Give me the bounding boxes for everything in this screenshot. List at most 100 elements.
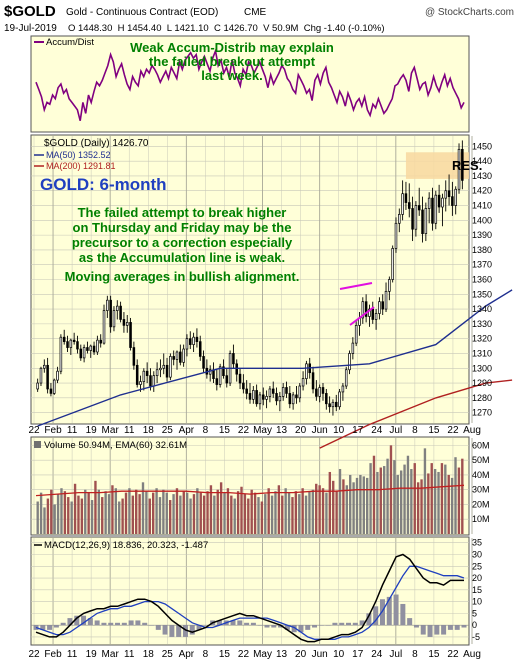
macd-histogram-bar (373, 606, 379, 626)
ma50-line (37, 289, 513, 427)
candle-body (62, 336, 66, 342)
candle-body (222, 366, 225, 377)
macd-signal-line (35, 565, 465, 640)
volume-bar (53, 504, 56, 534)
candle-body (212, 369, 215, 379)
volume-bar (430, 463, 433, 534)
price-tick-label: 1380 (472, 245, 492, 255)
candle-body (384, 290, 388, 310)
candle-body (407, 202, 411, 209)
volume-bar (250, 489, 253, 534)
macd-histogram-bar (148, 625, 154, 626)
macd-histogram-bar (94, 620, 100, 626)
volume-bar (440, 463, 444, 534)
volume-bar (311, 489, 315, 534)
volume-bar (94, 480, 97, 534)
macd-histogram-bar (74, 615, 80, 626)
volume-bar (369, 463, 372, 534)
x-tick-label: 8 (203, 425, 209, 436)
price-tick-label: 1270 (472, 408, 492, 418)
price-tick-label: 1370 (472, 260, 492, 270)
macd-histogram-bar (393, 594, 399, 626)
candle-body (371, 308, 375, 320)
volume-tick-label: 30M (472, 485, 490, 495)
candle-body (417, 205, 421, 211)
volume-bar (189, 498, 192, 534)
candle-body (278, 396, 282, 402)
volume-bar (338, 469, 342, 534)
macd-tick-label: -5 (472, 632, 480, 642)
macd-histogram-bar (142, 622, 148, 626)
accum-layer (35, 47, 465, 121)
candle-body (109, 299, 112, 328)
candle-body (242, 382, 245, 390)
candle-body (129, 322, 132, 348)
x-tick-label: 20 (295, 425, 307, 436)
macd-histogram-bar (291, 625, 297, 633)
volume-bar (90, 500, 94, 534)
candle-body (291, 394, 295, 405)
macd-histogram-bar (461, 625, 467, 628)
volume-bar (332, 480, 335, 534)
macd-histogram-bar (155, 625, 161, 630)
price-tick-label: 1300 (472, 363, 492, 373)
candle-body (351, 342, 355, 354)
candle-body (116, 305, 119, 311)
x-tick-label: 11 (67, 649, 78, 660)
volume-bar (240, 486, 243, 534)
macd-tick-label: 10 (472, 597, 482, 607)
x-tick-label: 8 (412, 425, 418, 436)
x-tick-label: Jul (389, 425, 402, 436)
macd-histogram-bar (454, 625, 460, 630)
candle-body (142, 370, 146, 382)
candle-body (281, 387, 285, 397)
candle-body (218, 366, 222, 385)
macd-tick-label: 5 (472, 608, 477, 618)
candle-body (424, 208, 428, 234)
macd-histogram-bar (135, 620, 141, 626)
x-tick-label: Jun (312, 649, 328, 660)
candle-body (401, 193, 404, 215)
x-tick-label: 11 (124, 425, 135, 436)
volume-bar (427, 473, 430, 534)
volume-bar (396, 474, 399, 534)
candle-body (318, 387, 321, 397)
candle-body (238, 373, 242, 384)
volume-bar (376, 471, 379, 534)
x-tick-label: Jun (312, 425, 328, 436)
volume-bar (399, 470, 403, 534)
x-tick-label: 22 (447, 425, 459, 436)
candle-body (122, 319, 126, 326)
volume-bar (87, 492, 90, 534)
volume-bar (128, 488, 131, 534)
macd-histogram-bar (237, 620, 243, 626)
volume-legend: Volume 50.94M, EMA(60) 32.61M (44, 440, 187, 451)
volume-bar (433, 469, 437, 534)
candle-body (398, 214, 401, 224)
candle-body (378, 301, 381, 314)
price-tick-label: 1400 (472, 215, 492, 225)
x-tick-label: 15 (428, 649, 440, 660)
volume-bar (202, 495, 206, 534)
macd-tick-label: 0 (472, 620, 477, 630)
volume-bar (131, 495, 134, 534)
macd-histogram-bar (312, 625, 318, 628)
candle-body (298, 385, 302, 399)
volume-bar (294, 491, 298, 534)
volume-bar (335, 491, 338, 534)
volume-bar (406, 455, 410, 534)
candle-body (232, 353, 235, 365)
macd-panel (30, 536, 470, 646)
watermark: @ StockCharts.com (425, 7, 514, 18)
candle-body (341, 385, 345, 393)
volume-tick-label: 40M (472, 470, 490, 480)
x-tick-label: 11 (67, 425, 78, 436)
macd-histogram-bar (257, 625, 263, 626)
candle-body (262, 394, 265, 400)
volume-bar (352, 482, 355, 534)
candle-body (258, 394, 262, 405)
x-tick-label: 19 (86, 649, 98, 660)
x-tick-label: 22 (28, 425, 40, 436)
candle-body (301, 378, 305, 387)
macd-histogram-bar (115, 622, 121, 626)
